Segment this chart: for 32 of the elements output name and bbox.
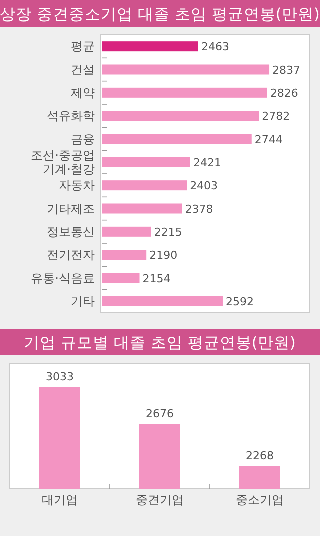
data-label: 2744 bbox=[254, 133, 283, 146]
data-label: 2837 bbox=[272, 64, 301, 77]
chart-title: 기업 규모별 대졸 초임 평균연봉(만원) bbox=[24, 334, 296, 352]
y-tick-label: 기타 bbox=[71, 294, 95, 308]
data-label: 2421 bbox=[193, 156, 222, 170]
data-label: 2154 bbox=[142, 272, 171, 286]
y-tick-label: 제약 bbox=[71, 86, 95, 100]
data-label: 2463 bbox=[201, 40, 230, 54]
x-tick-label: 중견기업 bbox=[136, 493, 184, 507]
x-tick-label: 중소기업 bbox=[236, 493, 284, 507]
y-tick-label: 평균 bbox=[71, 40, 95, 54]
y-tick-label: 유통·식음료 bbox=[31, 271, 95, 286]
data-label: 2190 bbox=[150, 249, 178, 262]
data-label: 2215 bbox=[154, 226, 182, 239]
y-tick-label: 석유화학 bbox=[47, 109, 95, 124]
data-label: 2782 bbox=[262, 110, 290, 124]
data-label: 2826 bbox=[270, 86, 298, 100]
data-label: 2592 bbox=[226, 295, 254, 308]
data-label: 3033 bbox=[46, 370, 74, 384]
y-tick-label: 전기전자 bbox=[47, 248, 95, 262]
data-label: 2403 bbox=[190, 180, 218, 193]
y-tick-label: 조선·중공업 기계·철강 bbox=[31, 148, 95, 176]
y-tick-label: 금융 bbox=[71, 132, 95, 146]
y-tick-label: 정보통신 bbox=[47, 224, 95, 239]
data-label: 2676 bbox=[146, 407, 174, 420]
y-tick-label: 기타제조 bbox=[47, 202, 95, 216]
data-label: 2378 bbox=[185, 202, 214, 216]
chart-title: 상장 중견중소기업 대졸 초임 평균연봉(만원) bbox=[0, 6, 320, 24]
x-tick-label: 대기업 bbox=[42, 493, 78, 507]
data-label: 2268 bbox=[246, 449, 274, 462]
y-tick-label: 건설 bbox=[71, 62, 95, 77]
y-tick-label: 자동차 bbox=[59, 178, 95, 193]
